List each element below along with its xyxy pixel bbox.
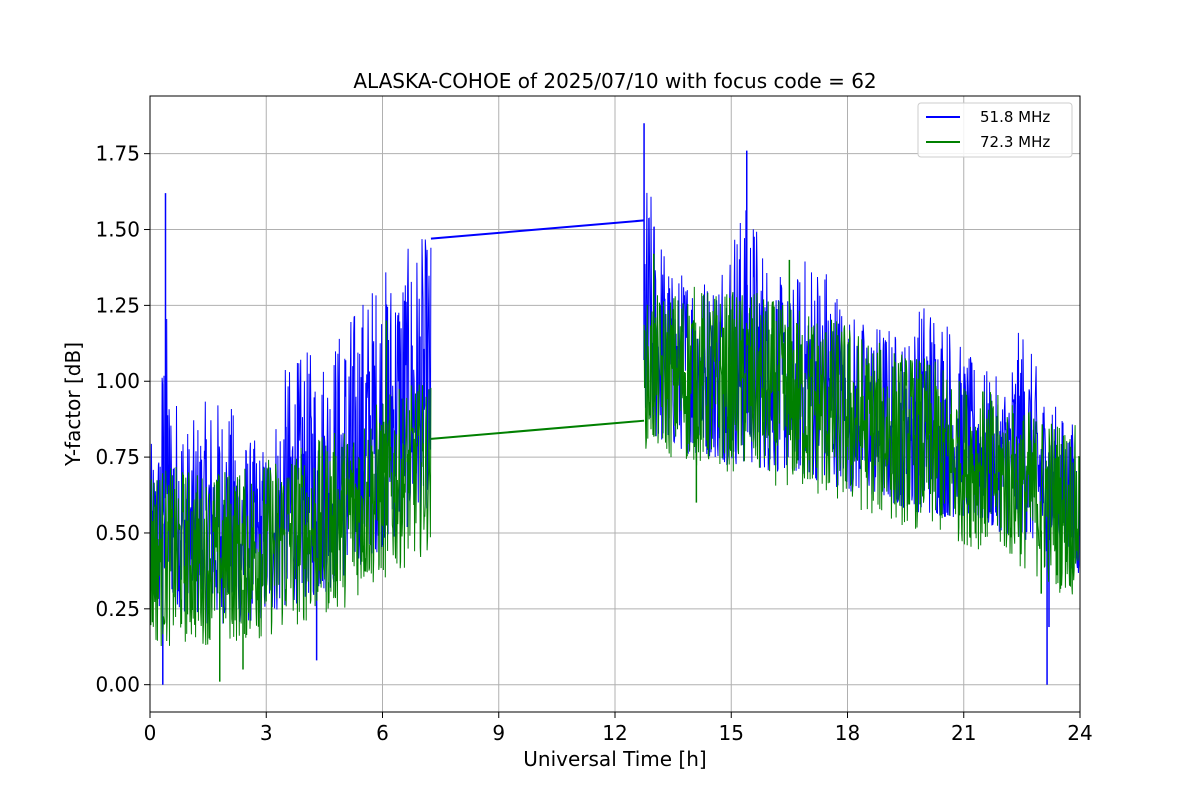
y-tick-label: 1.50 <box>95 218 140 242</box>
y-tick-label: 0.25 <box>95 597 140 621</box>
x-tick-label: 12 <box>602 721 627 745</box>
y-tick-label: 0.75 <box>95 445 140 469</box>
x-axis-label: Universal Time [h] <box>523 747 706 771</box>
x-tick-label: 18 <box>835 721 860 745</box>
series-line-2-segment-1 <box>149 384 432 647</box>
x-tick-label: 15 <box>719 721 744 745</box>
x-tick-label: 6 <box>376 721 389 745</box>
y-tick-label: 1.00 <box>95 369 140 393</box>
x-tick-label: 9 <box>492 721 505 745</box>
legend-label-1: 51.8 MHz <box>980 108 1050 126</box>
x-tick-label: 3 <box>260 721 273 745</box>
y-tick-label: 1.25 <box>95 293 140 317</box>
x-tick-label: 24 <box>1067 721 1092 745</box>
y-tick-label: 0.50 <box>95 521 140 545</box>
legend: 51.8 MHz 72.3 MHz <box>917 102 1073 158</box>
chart-title: ALASKA-COHOE of 2025/07/10 with focus co… <box>353 69 876 93</box>
gap-connector-1 <box>430 219 645 240</box>
series-line-2-segment-2 <box>643 286 1081 595</box>
x-tick-label: 21 <box>951 721 976 745</box>
x-tick-label: 0 <box>144 721 157 745</box>
ticks: 0 3 6 9 12 15 18 21 24 0.00 0.25 0.50 0.75 1.00 1.25 1.… <box>95 142 1092 745</box>
legend-label-2: 72.3 MHz <box>980 133 1050 151</box>
y-axis-label: Y-factor [dB] <box>61 342 85 467</box>
series-layer <box>149 123 1081 685</box>
y-tick-label: 0.00 <box>95 673 140 697</box>
y-tick-label: 1.75 <box>95 142 140 166</box>
gap-connector-2 <box>430 419 645 440</box>
